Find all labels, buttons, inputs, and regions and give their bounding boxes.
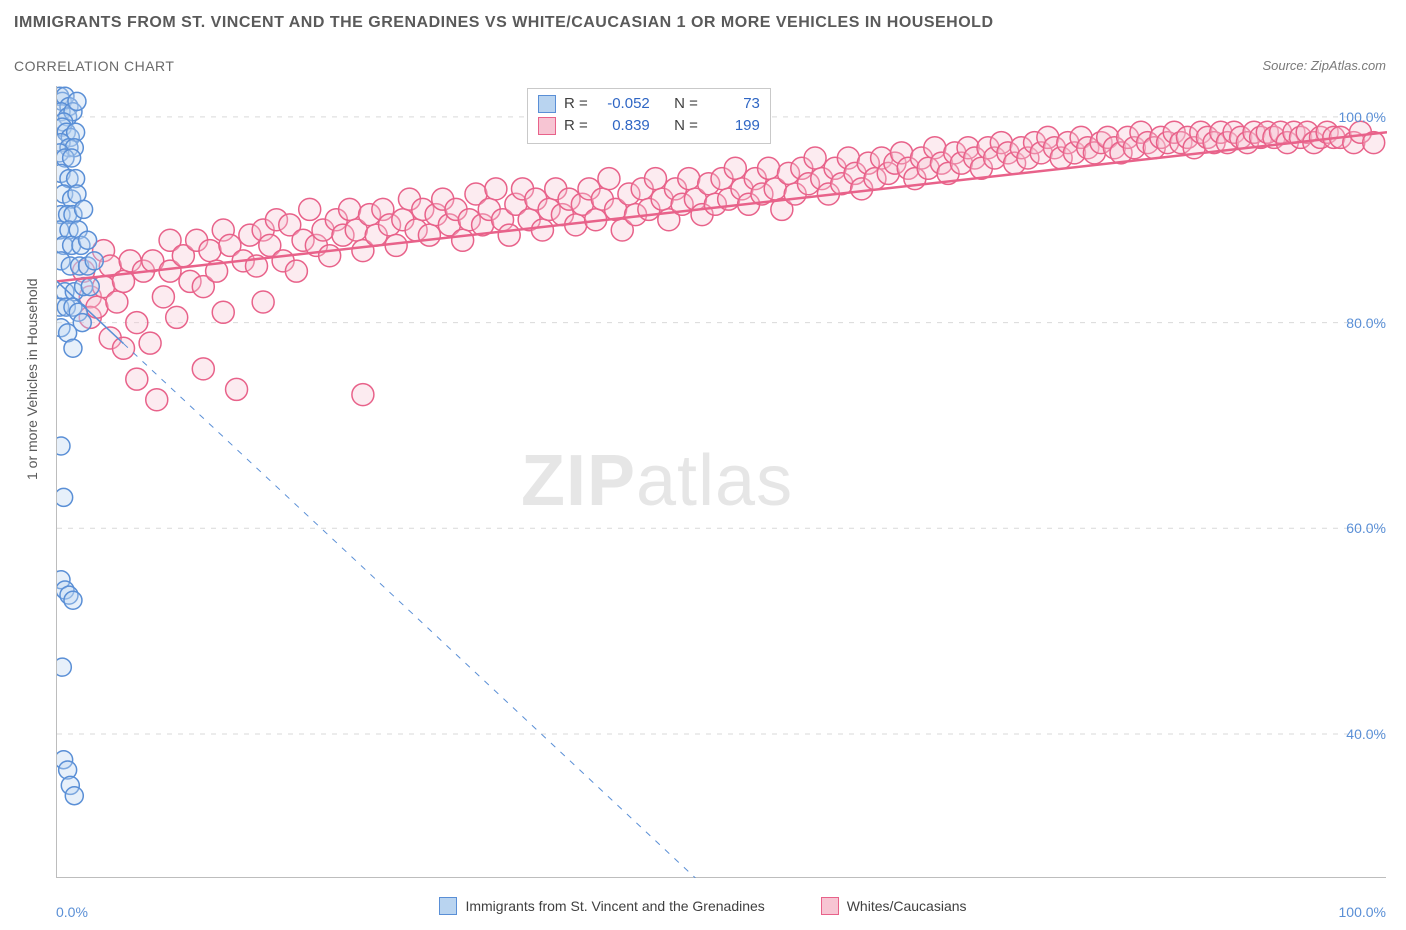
legend-item-pink: Whites/Caucasians [821,897,967,915]
legend-swatch-blue [538,95,556,113]
y-tick-label: 80.0% [1346,315,1386,331]
source-attribution: Source: ZipAtlas.com [1262,58,1386,73]
legend-label-pink: Whites/Caucasians [847,898,967,914]
n-value-pink: 199 [706,115,760,137]
legend-swatch-pink-icon [821,897,839,915]
correlation-legend: R = -0.052 N = 73 R = 0.839 N = 199 [527,88,771,144]
chart-title: IMMIGRANTS FROM ST. VINCENT AND THE GREN… [14,14,994,32]
r-value-pink: 0.839 [596,115,650,137]
y-tick-label: 40.0% [1346,726,1386,742]
n-value-blue: 73 [706,93,760,115]
legend-label-blue: Immigrants from St. Vincent and the Gren… [465,898,764,914]
plot-area: ZIPatlas R = -0.052 N = 73 R = 0.839 N =… [56,86,1386,878]
chart-subtitle: CORRELATION CHART [14,58,174,74]
legend-swatch-pink [538,117,556,135]
y-tick-label: 60.0% [1346,520,1386,536]
legend-row-pink: R = 0.839 N = 199 [538,115,760,137]
y-axis-label: 1 or more Vehicles in Household [24,278,40,480]
n-label: N = [674,93,698,115]
legend-swatch-blue-icon [439,897,457,915]
y-tick-label: 100.0% [1339,109,1386,125]
legend-item-blue: Immigrants from St. Vincent and the Gren… [439,897,764,915]
n-label: N = [674,115,698,137]
r-label: R = [564,93,588,115]
legend-row-blue: R = -0.052 N = 73 [538,93,760,115]
chart-svg [57,86,1387,878]
series-legend: Immigrants from St. Vincent and the Gren… [0,897,1406,918]
r-label: R = [564,115,588,137]
r-value-blue: -0.052 [596,93,650,115]
